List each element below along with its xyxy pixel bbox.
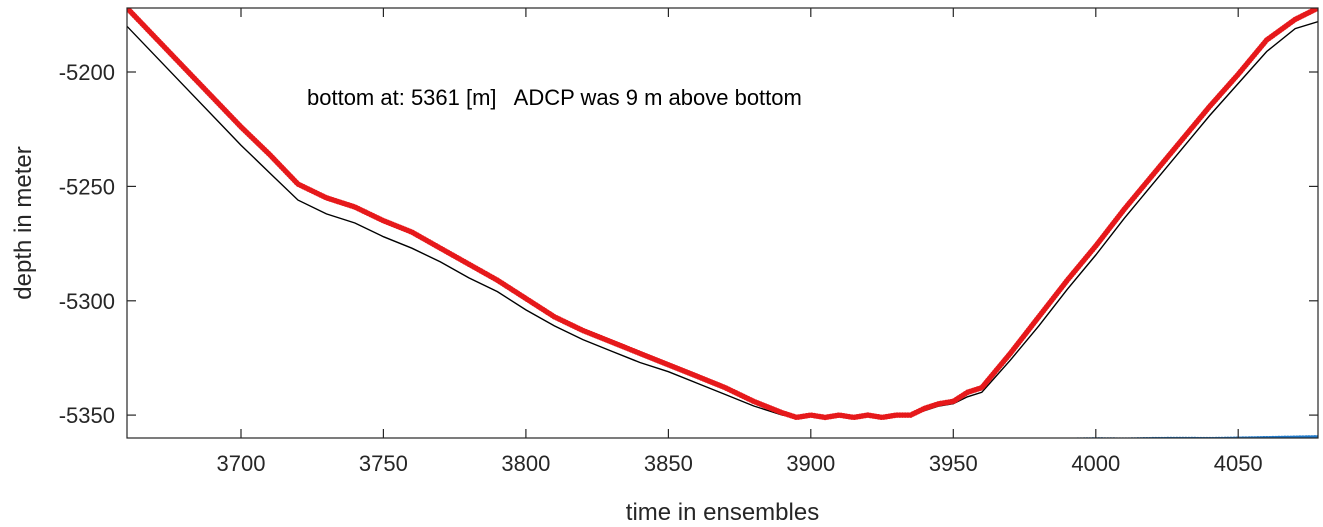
x-tick-label: 4050 [1214,451,1263,476]
series-red-dotted [127,8,1318,421]
x-axis-title: time in ensembles [626,499,819,526]
bottom-annotation: bottom at: 5361 [m] ADCP was 9 m above b… [307,85,802,110]
x-tick-label: 3900 [786,451,835,476]
x-tick-label: 3700 [217,451,266,476]
x-tick-label: 3750 [359,451,408,476]
y-tick-label: -5300 [59,289,115,314]
x-tick-label: 3950 [929,451,978,476]
ticks-layer: 3700 3750 3800 3850 3900 3950 4000 4050 -5200 -52… [59,8,1318,476]
y-tick-label: -5250 [59,174,115,199]
x-tick-label: 3850 [644,451,693,476]
plot-frame [126,7,1319,439]
y-tick-label: -5350 [59,403,115,428]
x-tick-label: 3800 [501,451,550,476]
y-tick-label: -5200 [59,60,115,85]
y-axis-title: depth in meter [10,146,37,299]
x-tick-label: 4000 [1071,451,1120,476]
